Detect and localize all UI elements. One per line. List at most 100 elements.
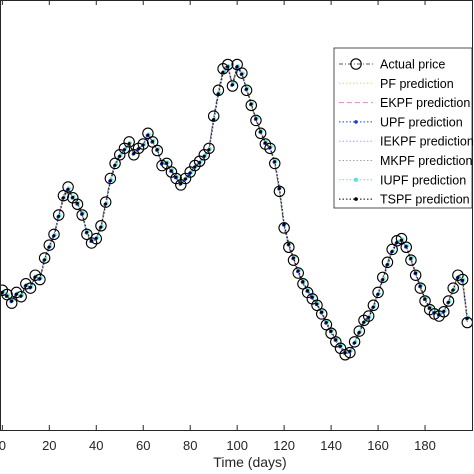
actual-price-point [381, 256, 394, 269]
tspf-point [348, 349, 352, 353]
actual-price-point [292, 267, 304, 279]
actual-price-point [372, 286, 384, 299]
tspf-point [10, 299, 14, 303]
legend-label: EKPF prediction [380, 96, 470, 110]
actual-price-point [38, 252, 51, 264]
tspf-point [216, 92, 220, 96]
legend: Actual price PF prediction EKPF prediction… [333, 47, 474, 209]
tspf-point [249, 102, 253, 106]
actual-price-point [245, 99, 258, 112]
tspf-point [122, 148, 126, 152]
actual-price-point [62, 181, 74, 193]
tspf-point [71, 195, 75, 199]
tspf-point [371, 305, 375, 309]
x-tick-label: 40 [89, 438, 103, 453]
tspf-point [38, 277, 42, 281]
tspf-point [198, 161, 202, 165]
tspf-point [404, 244, 408, 248]
plot-frame [0, 0, 473, 431]
tspf-point [132, 152, 136, 156]
x-tick-label: 60 [136, 438, 150, 453]
tspf-point [315, 302, 319, 306]
actual-price-point [76, 209, 88, 221]
actual-price-point [442, 295, 455, 307]
actual-price-point [456, 273, 469, 286]
tspf-point [66, 187, 70, 191]
tspf-point [390, 250, 394, 254]
actual-price-point [104, 172, 117, 185]
tspf-point [155, 148, 159, 152]
actual-price-point [283, 241, 295, 254]
legend-label: IUPF prediction [380, 173, 466, 187]
tspf-point [61, 196, 65, 200]
actual-price-point [160, 157, 173, 170]
actual-price-point [48, 228, 60, 241]
legend-label: UPF prediction [380, 115, 463, 129]
actual-price-point [344, 346, 356, 359]
legend-marker [350, 58, 362, 70]
tspf-point [52, 234, 56, 238]
tspf-point [338, 344, 342, 348]
tspf-point [104, 202, 108, 206]
tspf-point [5, 294, 9, 298]
legend-label: IEKPF prediction [380, 135, 474, 149]
tspf-point [57, 214, 61, 218]
tspf-point [423, 297, 427, 301]
tspf-point [320, 310, 324, 314]
tspf-point [296, 269, 300, 273]
legend-marker [353, 177, 359, 182]
legend-label: Actual price [380, 58, 445, 72]
tspf-point [447, 300, 451, 304]
actual-price-point [236, 67, 248, 79]
actual-price-point [287, 254, 300, 266]
actual-price-point [395, 232, 408, 245]
x-tick-label: 140 [320, 438, 342, 453]
actual-price-point [207, 110, 220, 122]
tspf-point [184, 177, 188, 181]
x-axis-title: Time (days) [213, 454, 286, 470]
tspf-point [235, 65, 239, 69]
actual-price-point [95, 220, 107, 232]
actual-price-point [222, 58, 234, 71]
actual-price-point [212, 84, 225, 97]
tspf-point [207, 148, 211, 152]
actual-price-point [71, 198, 84, 211]
tspf-point [202, 154, 206, 158]
legend-marker [354, 197, 358, 201]
actual-price-point [438, 305, 450, 318]
actual-price-point [99, 196, 112, 208]
tspf-point [282, 222, 286, 226]
tspf-point [353, 341, 357, 345]
actual-price-point [90, 232, 103, 245]
tspf-point [108, 179, 112, 183]
tspf-point [357, 330, 361, 334]
legend-label: MKPF prediction [380, 154, 472, 168]
tspf-point [127, 142, 131, 146]
tspf-point [254, 117, 258, 121]
tspf-point [193, 165, 197, 169]
actual-price-point [43, 239, 56, 251]
actual-price-point [377, 271, 389, 284]
actual-price-point [386, 243, 398, 256]
actual-price-point [325, 327, 337, 339]
legend-items: Actual price PF prediction EKPF prediction… [339, 58, 474, 207]
actual-price-point [5, 297, 18, 309]
tspf-point [85, 230, 89, 234]
tspf-point [451, 288, 455, 292]
tspf-point [334, 338, 338, 342]
actual-price-point [414, 282, 427, 294]
actual-price-point [348, 336, 361, 348]
tspf-point [99, 225, 103, 229]
tspf-point [221, 70, 225, 74]
tspf-point [47, 245, 51, 249]
tspf-point [329, 329, 333, 333]
tspf-point [80, 212, 84, 216]
tspf-point [245, 87, 249, 91]
x-tick-label: 80 [183, 438, 197, 453]
actual-price-point [353, 325, 366, 337]
tspf-point [367, 315, 371, 319]
tspf-point [292, 256, 296, 260]
actual-price-point [81, 228, 93, 241]
actual-price-point [311, 299, 323, 312]
actual-price-point [264, 142, 276, 155]
